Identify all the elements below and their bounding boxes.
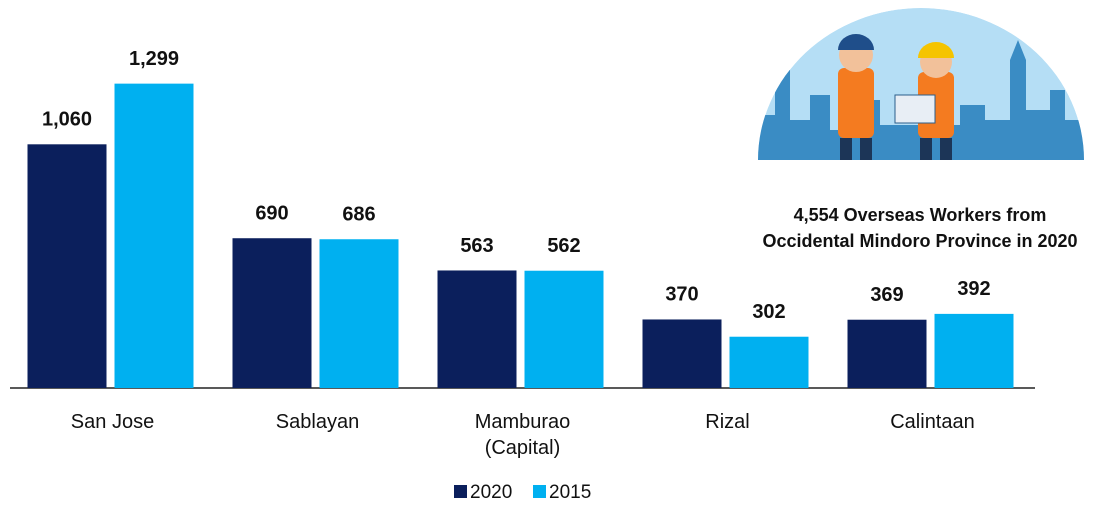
bar (438, 270, 517, 388)
legend-label: 2015 (549, 482, 591, 503)
value-label: 686 (342, 204, 375, 226)
legend-swatch (533, 485, 546, 498)
x-tick-label: Mamburao (Capital) (423, 409, 623, 461)
bar (935, 314, 1014, 388)
legend-swatch (454, 485, 467, 498)
illustration (758, 8, 1084, 160)
bar (848, 320, 927, 388)
x-tick-label: Rizal (628, 409, 828, 435)
bar (28, 144, 107, 388)
annotation: 4,554 Overseas Workers from Occidental M… (720, 202, 1099, 254)
value-label: 369 (870, 284, 903, 306)
bar (643, 319, 722, 388)
value-label: 1,060 (42, 109, 92, 131)
value-label: 562 (547, 235, 580, 257)
bar (525, 271, 604, 388)
value-label: 302 (752, 301, 785, 323)
legend-label: 2020 (470, 482, 512, 503)
value-label: 370 (665, 284, 698, 306)
value-label: 563 (460, 235, 493, 257)
value-label: 690 (255, 203, 288, 225)
bar (320, 239, 399, 388)
bar (115, 84, 194, 388)
value-label: 392 (957, 278, 990, 300)
bar (233, 238, 312, 388)
x-tick-label: Sablayan (218, 409, 418, 435)
value-label: 1,299 (129, 48, 179, 70)
x-tick-label: Calintaan (833, 409, 1033, 435)
bar (730, 337, 809, 388)
x-tick-label: San Jose (13, 409, 213, 435)
page: {"chart_data": {"type": "bar", "categori… (0, 0, 1099, 524)
